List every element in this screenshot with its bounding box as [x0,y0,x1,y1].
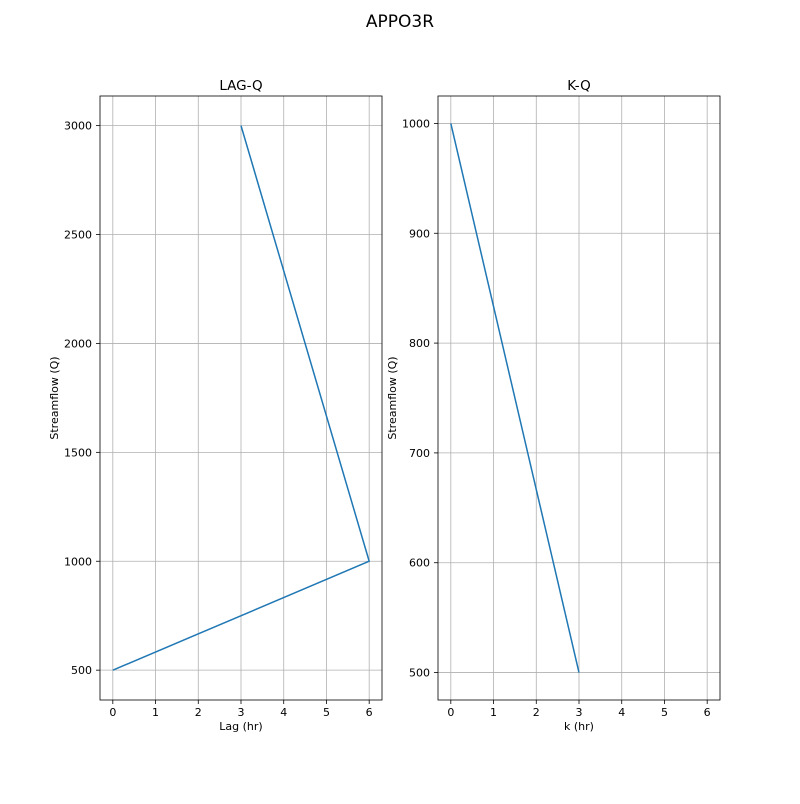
subplot-title: K-Q [567,78,590,94]
x-tick-label: 6 [366,706,373,719]
y-tick-label: 700 [409,447,430,460]
x-tick-label: 3 [576,706,583,719]
x-tick-label: 0 [447,706,454,719]
x-axis-label: k (hr) [564,720,594,733]
y-tick-label: 2000 [64,337,92,350]
x-tick-label: 2 [533,706,540,719]
y-tick-label: 900 [409,227,430,240]
x-tick-label: 5 [661,706,668,719]
subplot-title: LAG-Q [219,78,262,94]
x-tick-label: 6 [704,706,711,719]
y-axis-label: Streamflow (Q) [48,356,61,439]
x-tick-label: 1 [152,706,159,719]
y-tick-label: 500 [71,664,92,677]
x-tick-label: 2 [195,706,202,719]
series-line [112,125,371,671]
subplot-2: 0 1 2 3 4 5 6 500 600 700 800 900 1000 K-Q k (hr) Strea… [386,78,721,733]
x-tick-label: 4 [618,706,625,719]
y-tick-label: 1000 [402,117,430,130]
figure-title: APPO3R [365,12,435,32]
x-tick-label: 1 [490,706,497,719]
x-tick-label: 0 [109,706,116,719]
y-axis-label: Streamflow (Q) [386,356,399,439]
series-line [450,123,580,673]
y-tick-label: 500 [409,667,430,680]
y-tick-label: 600 [409,557,430,570]
y-tick-label: 2500 [64,229,92,242]
y-tick-label: 800 [409,337,430,350]
subplot-1: 0 1 2 3 4 5 6 500 1000 1500 2000 2500 3000 LAG-Q Lag (… [48,78,383,733]
y-tick-label: 3000 [64,120,92,133]
x-tick-label: 3 [238,706,245,719]
y-tick-label: 1000 [64,555,92,568]
x-axis-label: Lag (hr) [219,720,262,733]
x-tick-label: 5 [323,706,330,719]
y-tick-label: 1500 [64,446,92,459]
x-tick-label: 4 [280,706,287,719]
